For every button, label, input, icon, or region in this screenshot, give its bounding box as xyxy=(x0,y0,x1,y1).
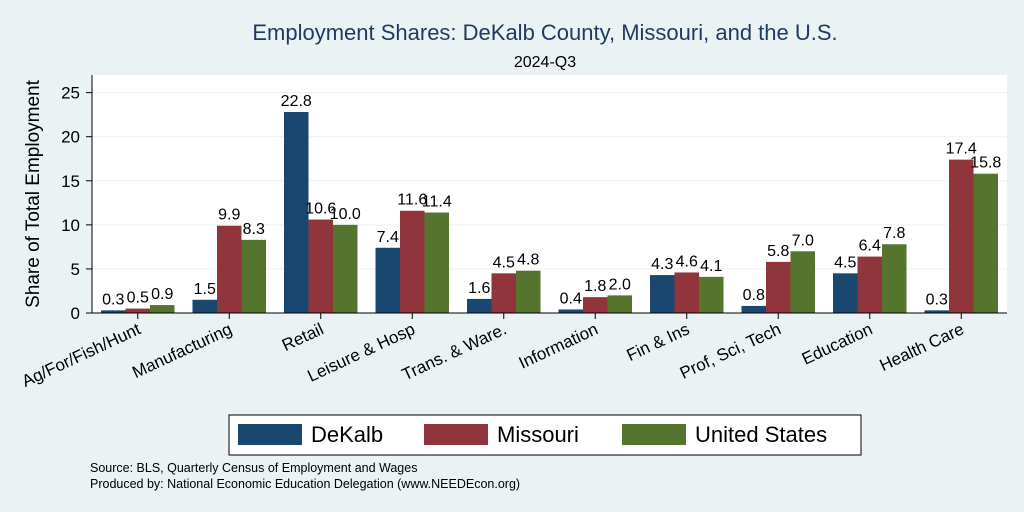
legend-swatch xyxy=(238,424,302,445)
produced-note: Produced by: National Economic Education… xyxy=(90,477,520,491)
bar-1-2 xyxy=(308,219,333,313)
bar-2-1 xyxy=(241,239,266,313)
data-label: 7.4 xyxy=(377,229,399,246)
legend: DeKalb Missouri United States xyxy=(238,422,827,447)
data-label: 10.0 xyxy=(330,206,361,223)
data-label: 10.6 xyxy=(305,201,336,218)
y-tick-label: 20 xyxy=(61,128,80,147)
data-label: 7.0 xyxy=(792,232,814,249)
bar-2-6 xyxy=(699,276,724,313)
bar-2-0 xyxy=(150,305,175,313)
x-tick-label: Prof, Sci, Tech xyxy=(677,319,784,382)
data-label: 0.3 xyxy=(102,291,124,308)
bar-1-5 xyxy=(583,297,608,313)
bar-1-6 xyxy=(674,272,699,313)
bar-1-8 xyxy=(857,256,882,313)
bar-2-8 xyxy=(882,244,907,313)
data-label: 5.8 xyxy=(767,243,789,260)
data-label: 0.5 xyxy=(127,290,149,307)
bar-0-1 xyxy=(192,299,217,313)
data-label: 8.3 xyxy=(243,221,265,238)
data-label: 1.6 xyxy=(468,280,490,297)
bar-0-6 xyxy=(650,275,675,313)
bar-1-0 xyxy=(125,308,150,313)
data-label: 1.5 xyxy=(194,281,216,298)
legend-box xyxy=(228,414,862,456)
bar-2-3 xyxy=(424,212,449,313)
bar-0-5 xyxy=(558,309,583,313)
y-axis-label: Share of Total Employment xyxy=(23,79,44,307)
bar-0-9 xyxy=(924,310,949,313)
data-label: 0.3 xyxy=(926,291,948,308)
y-tick-label: 0 xyxy=(71,304,80,323)
data-label: 15.8 xyxy=(970,155,1001,172)
chart-subtitle: 2024-Q3 xyxy=(514,54,576,71)
bar-1-9 xyxy=(949,159,974,313)
x-tick-label: Manufacturing xyxy=(129,319,235,382)
bar-1-7 xyxy=(766,261,791,313)
source-note: Source: BLS, Quarterly Census of Employm… xyxy=(90,461,417,475)
x-tick-label: Health Care xyxy=(877,319,967,375)
data-label: 4.8 xyxy=(517,252,539,269)
y-tick-label: 25 xyxy=(61,84,80,103)
bar-2-4 xyxy=(516,270,541,313)
bar-0-2 xyxy=(284,112,309,314)
data-labels-group: 0.3 0.5 0.9 1.59.98.322.810.610.07.411.611.… xyxy=(102,93,1001,308)
bar-0-8 xyxy=(833,273,858,313)
bar-1-3 xyxy=(400,210,425,313)
legend-swatch xyxy=(622,424,686,445)
x-tick-label: Trans. & Ware. xyxy=(399,319,509,384)
data-label: 7.8 xyxy=(883,225,905,242)
x-tick-label: Fin & Ins xyxy=(624,319,693,365)
y-ticks-group: 0 5 10 15 20 25 xyxy=(61,84,92,323)
x-tick-label: Education xyxy=(799,319,876,368)
data-label: 0.4 xyxy=(560,290,582,307)
bar-0-4 xyxy=(467,298,492,313)
bar-0-0 xyxy=(101,310,126,313)
bar-0-3 xyxy=(375,247,400,313)
data-label: 11.6 xyxy=(397,192,427,209)
bar-2-9 xyxy=(973,173,998,313)
x-tick-label: Ag/For/Fish/Hunt xyxy=(19,319,144,391)
legend-label: DeKalb xyxy=(311,422,383,447)
bars-group xyxy=(101,112,998,314)
data-label: 4.3 xyxy=(651,256,673,273)
bar-2-5 xyxy=(607,295,632,313)
y-tick-label: 10 xyxy=(61,216,80,235)
legend-label: Missouri xyxy=(497,422,579,447)
x-tick-label: Retail xyxy=(279,319,326,355)
y-tick-label: 15 xyxy=(61,172,80,191)
data-label: 22.8 xyxy=(281,93,312,110)
data-label: 4.5 xyxy=(834,254,856,271)
bar-1-4 xyxy=(491,273,516,313)
data-label: 4.6 xyxy=(676,253,698,270)
y-tick-label: 5 xyxy=(71,260,80,279)
data-label: 11.4 xyxy=(422,194,452,211)
data-label: 17.4 xyxy=(946,141,977,158)
data-label: 0.8 xyxy=(743,287,765,304)
data-label: 2.0 xyxy=(609,276,631,293)
legend-swatch xyxy=(424,424,488,445)
bar-2-2 xyxy=(333,224,358,313)
data-label: 1.8 xyxy=(584,278,606,295)
bar-0-7 xyxy=(741,305,766,313)
data-label: 0.9 xyxy=(151,286,173,303)
data-label: 9.9 xyxy=(218,207,240,224)
x-tick-label: Information xyxy=(516,319,601,372)
bar-1-1 xyxy=(217,225,242,313)
bar-2-7 xyxy=(790,251,815,313)
legend-label: United States xyxy=(695,422,827,447)
chart-title: Employment Shares: DeKalb County, Missou… xyxy=(252,20,837,45)
data-label: 4.5 xyxy=(493,254,515,271)
data-label: 6.4 xyxy=(859,238,881,255)
data-label: 4.1 xyxy=(700,258,722,275)
